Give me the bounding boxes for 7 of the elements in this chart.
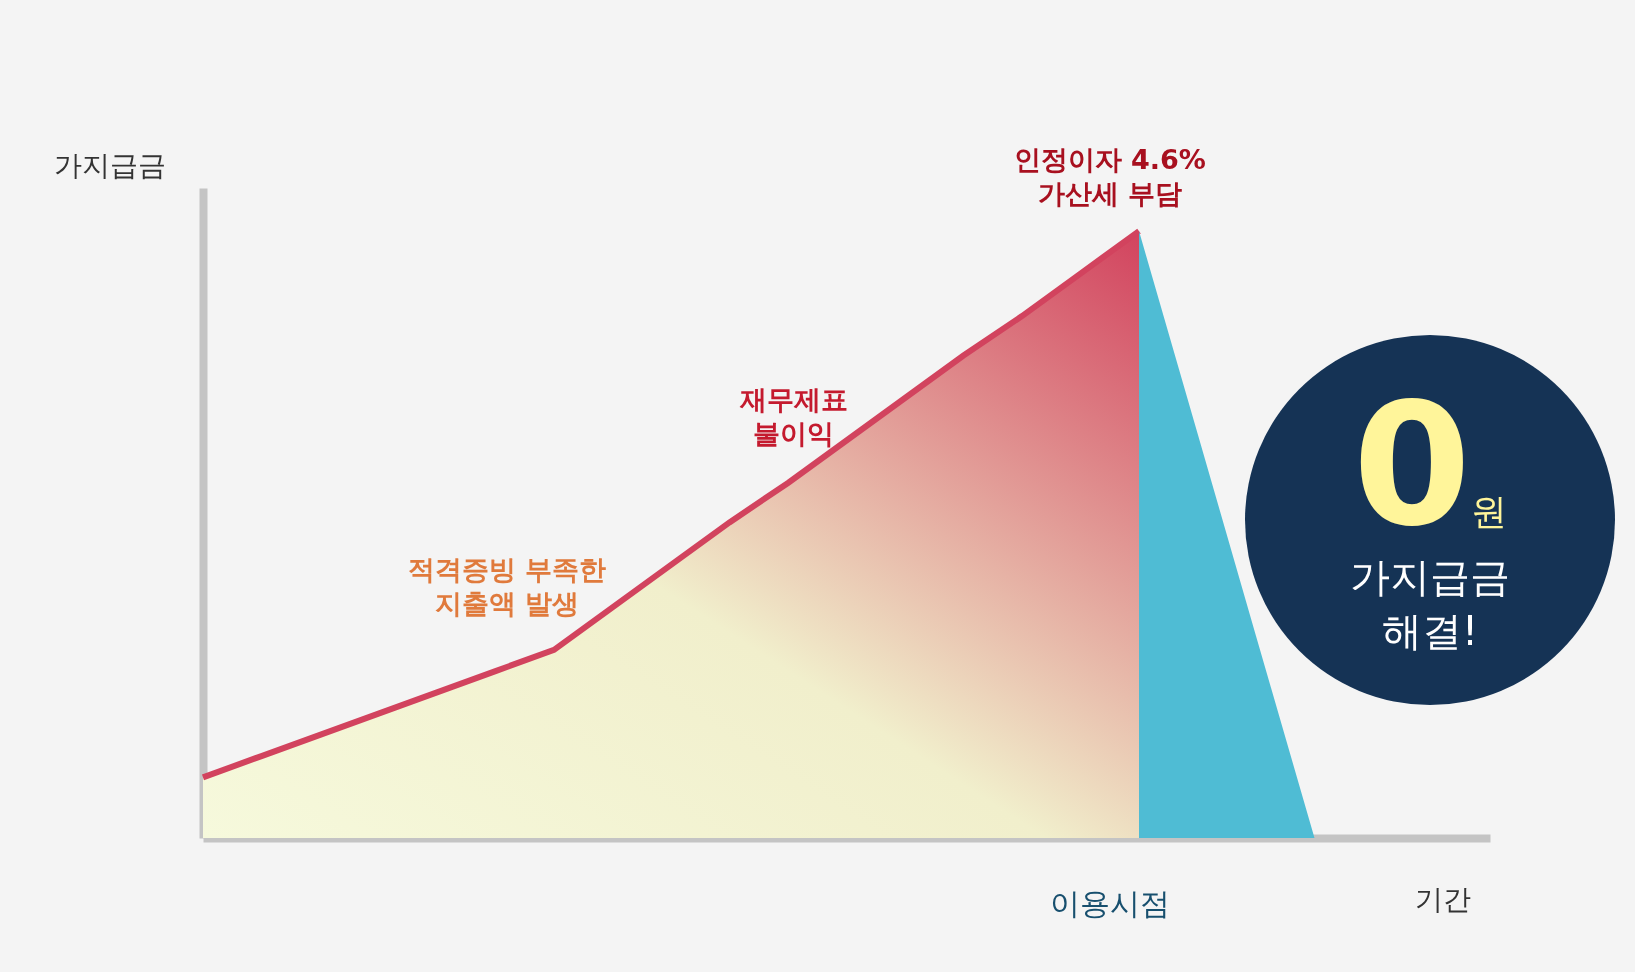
text: 해결!	[1381, 608, 1479, 654]
text: 인정이자 4.6% 가산세 부담	[1013, 144, 1206, 210]
annotation: 재무제표 불이익	[738, 384, 848, 450]
text: 가지급금	[53, 148, 166, 182]
text: 이용시점	[1049, 885, 1170, 921]
annotation: 적격증빙 부족한 지출액 발생	[408, 553, 607, 619]
x-axis-title: 기간	[1414, 882, 1471, 916]
